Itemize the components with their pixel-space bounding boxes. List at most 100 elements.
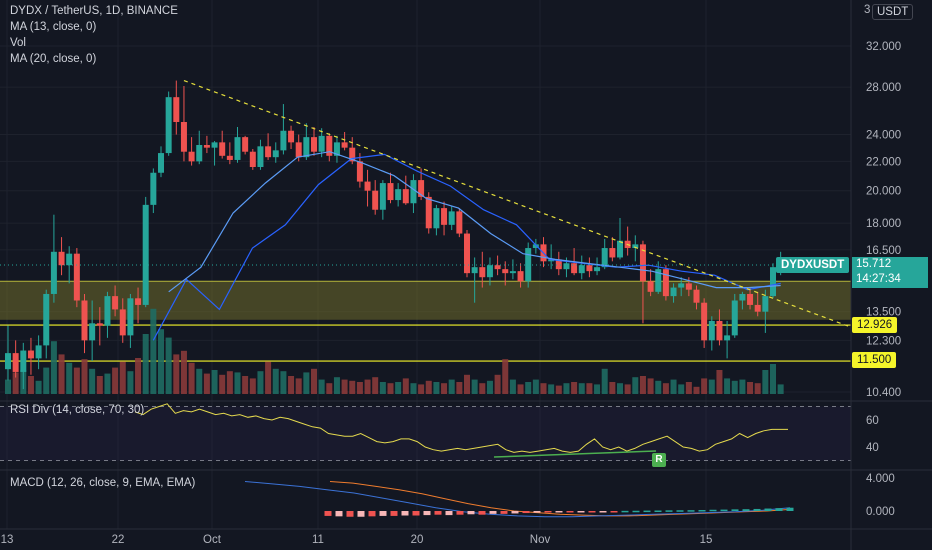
volume-bar [594,384,601,394]
macd-histogram-bar [423,511,431,516]
price-axis: 32.000 28.000 24.000 22.000 20.000 18.000 16.5… [866,41,901,399]
macd-histogram-bar [456,511,464,515]
candle-body [555,259,562,270]
candle-body [112,296,119,310]
time-tick-label: 13 [1,534,14,546]
candle-body [318,135,325,152]
candle-body [754,304,761,312]
volume-bar [525,382,532,394]
candle-body [66,253,73,266]
currency-button[interactable]: USDT [872,4,914,20]
price-tick-label: 24.000 [866,130,901,142]
symbol-legend[interactable]: DYDX / TetherUS, 1D, BINANCE [10,5,178,17]
candle-body [180,121,187,152]
macd-histogram-bar [533,511,541,513]
macd-histogram-bar [434,511,442,515]
volume-bar [548,384,555,394]
time-tick-label: 20 [411,534,424,546]
candle-body [249,151,256,167]
macd-histogram-bar [775,508,783,511]
level-tag-upper: 12.926 [852,317,898,333]
candle-body [73,253,80,301]
volume-bar [142,334,149,394]
volume-bar [662,383,669,394]
volume-bar [762,370,769,394]
rsi-line [134,403,788,453]
volume-bar [219,374,226,394]
volume-bar [678,384,685,394]
candle-body [662,269,669,297]
candle-body [532,244,539,249]
volume-bar [395,382,402,394]
candle-body [165,97,172,154]
candle-body [594,267,601,272]
macd-histogram-bar [357,511,365,517]
candle-body [257,146,264,167]
macd-histogram-bar [643,510,651,513]
time-tick-label: Nov [530,534,551,546]
macd-histogram-bar [346,511,354,517]
volume-bar [43,367,50,394]
candle-body [502,269,509,274]
macd-legend[interactable]: MACD (12, 26, close, 9, EMA, EMA) [10,477,196,489]
time-tick-label: 15 [700,534,713,546]
volume-bar [563,383,570,394]
candle-body [517,271,524,282]
macd-histogram-bar [720,509,728,512]
volume-bar [601,368,608,394]
volume-bar [203,373,210,394]
macd-histogram-bar [698,510,706,512]
ma20-legend[interactable]: MA (20, close, 0) [10,53,97,65]
candle-body [632,244,639,249]
macd-histogram-bar [599,511,607,513]
ma13-line [152,153,781,341]
candle-body [20,350,27,372]
volume-bar [624,384,631,394]
volume-bar [295,378,302,394]
candle-body [639,244,646,282]
volume-bar [509,379,516,394]
candle-body [158,153,164,173]
volume-bar [96,376,103,394]
vol-legend[interactable]: Vol [10,37,26,49]
volume-bar [173,354,180,394]
macd-histogram-bar [511,511,519,514]
volume-bar [127,371,134,394]
candle-body [303,137,310,158]
volume-bar [571,382,578,394]
candle-body [142,204,149,305]
candle-body [127,298,134,336]
candle-body [104,296,111,326]
volume-bar [410,383,417,394]
volume-bar [249,378,256,394]
candle-body [379,183,386,210]
time-tick-label: 11 [312,534,324,546]
volume-bar [188,362,195,394]
price-tick-label: 20.000 [866,186,901,198]
candle-body [693,289,700,303]
ma13-legend[interactable]: MA (13, close, 0) [10,21,97,33]
candle-body [27,350,34,359]
volume-bar [112,367,119,394]
macd-histogram-bar [676,510,684,512]
candle-body [234,137,241,160]
price-tick-label: 16.500 [866,245,901,257]
macd-tick-label: 4.000 [866,473,895,485]
rsi-legend[interactable]: RSI Div (14, close, 70, 30) [10,404,145,416]
volume-bar [731,380,738,394]
candle-body [739,293,746,301]
moving-averages [152,151,781,341]
volume-bar [257,371,264,394]
price-tick-label: 18.000 [866,218,901,230]
volume-bar [647,378,654,394]
candle-body [670,287,677,297]
volume-bar [724,378,731,394]
rsi-divergence-line [493,450,657,458]
candle-body [12,353,19,372]
volume-bar [456,382,463,394]
candle-body [341,142,348,148]
volume-bar [341,379,348,394]
scale-top-label: 3 [864,4,871,16]
macd-histogram-bar [764,508,772,511]
